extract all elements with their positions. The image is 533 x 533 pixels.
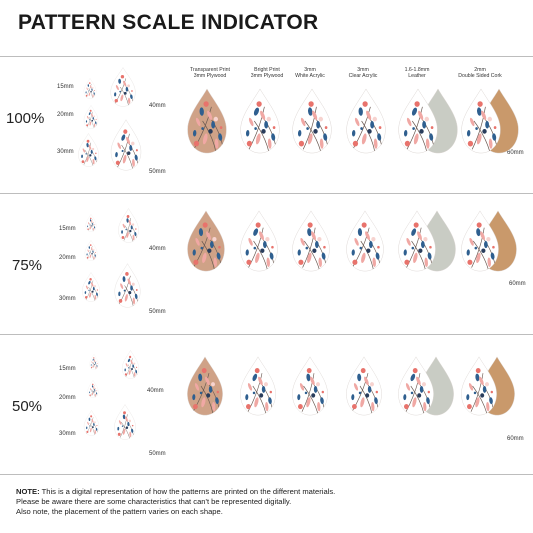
- size-label-40mm: 40mm: [149, 246, 166, 252]
- material-drop-1: [238, 356, 278, 416]
- material-label-cork: 2mm Double Sided Cork: [458, 67, 502, 80]
- material-drop-3: [344, 88, 388, 154]
- footer-note: NOTE: This is a digital representation o…: [16, 487, 336, 516]
- size-label-20mm: 20mm: [59, 395, 76, 401]
- pattern-sample-drop: [117, 208, 140, 243]
- size-label-30mm: 30mm: [57, 149, 74, 155]
- size-label-15mm: 15mm: [59, 366, 76, 372]
- divider-2: [0, 193, 533, 194]
- size-label-15mm: 15mm: [57, 84, 74, 90]
- material-drop-1: [238, 210, 280, 272]
- pattern-sample-drop: [77, 133, 100, 167]
- material-drop-3: [344, 356, 384, 416]
- divider-1: [0, 56, 533, 57]
- pattern-sample-drop: [83, 105, 99, 129]
- material-drop-4: [396, 88, 440, 154]
- material-label-plywood-bright: Bright Print 3mm Plywood: [250, 67, 284, 80]
- pattern-sample-drop: [109, 119, 143, 171]
- pattern-sample-drop: [83, 78, 97, 99]
- size-label-50mm: 50mm: [149, 169, 166, 175]
- pattern-sample-drop: [121, 350, 140, 379]
- size-label-40mm: 40mm: [149, 103, 166, 109]
- material-drop-5: [459, 356, 499, 416]
- material-drop-0: [185, 356, 225, 416]
- pattern-sample-drop: [85, 214, 97, 232]
- scale-label-75: 75%: [12, 257, 43, 274]
- material-drop-5: [459, 88, 503, 154]
- page-title: PATTERN SCALE INDICATOR: [18, 11, 319, 34]
- pattern-sample-drop: [84, 240, 98, 261]
- material-drop-2: [290, 88, 334, 154]
- divider-3: [0, 334, 533, 335]
- size-label-30mm: 30mm: [59, 431, 76, 437]
- material-label-white-acrylic: 3mm White Acrylic: [295, 67, 325, 80]
- size-label-50mm: 50mm: [149, 451, 166, 457]
- pattern-sample-drop: [113, 263, 142, 308]
- size-label-30mm: 30mm: [59, 296, 76, 302]
- material-drop-3: [344, 210, 386, 272]
- size-label-20mm: 20mm: [59, 255, 76, 261]
- material-drop-2: [290, 356, 330, 416]
- material-label-leather: 1.6-1.8mm Leather: [404, 67, 430, 80]
- size-label-15mm: 15mm: [59, 226, 76, 232]
- material-drop-4: [396, 210, 438, 272]
- size-label-40mm: 40mm: [147, 388, 164, 394]
- pattern-sample-drop: [89, 354, 99, 370]
- pattern-sample-drop: [81, 272, 101, 302]
- material-drop-2: [290, 210, 332, 272]
- material-label-plywood-transparent: Transparent Print 3mm Plywood: [190, 67, 230, 80]
- material-drop-0: [185, 210, 227, 272]
- material-drop-5: [459, 210, 501, 272]
- material-drop-1: [238, 88, 282, 154]
- scale-label-50: 50%: [12, 398, 43, 415]
- material-label-clear-acrylic: 3mm Clear Acrylic: [348, 67, 378, 80]
- size-label-60mm: 60mm: [509, 281, 526, 287]
- size-label-50mm: 50mm: [149, 309, 166, 315]
- material-drop-4: [396, 356, 436, 416]
- material-drop-0: [185, 88, 229, 154]
- pattern-sample-drop: [113, 404, 137, 440]
- size-label-60mm: 60mm: [507, 150, 524, 156]
- pattern-sample-drop: [87, 380, 99, 398]
- size-label-60mm: 60mm: [507, 436, 524, 442]
- scale-label-100: 100%: [6, 110, 45, 127]
- pattern-sample-drop: [83, 410, 100, 436]
- size-label-20mm: 20mm: [57, 112, 74, 118]
- divider-4: [0, 474, 533, 475]
- pattern-sample-drop: [109, 67, 137, 107]
